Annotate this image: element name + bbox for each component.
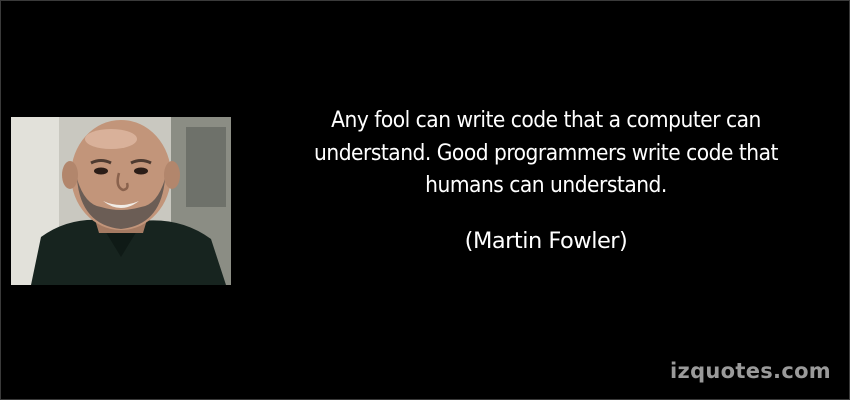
site-watermark: izquotes.com — [670, 359, 831, 383]
quote-line: Any fool can write code that a computer … — [331, 107, 761, 133]
quote-text: Any fool can write code that a computer … — [246, 104, 846, 202]
quote-line: understand. Good programmers write code … — [314, 139, 778, 166]
person-portrait-icon — [11, 117, 231, 285]
quote-line: humans can understand. — [425, 172, 667, 198]
author-portrait-image — [11, 117, 231, 285]
quote-author: (Martin Fowler) — [464, 227, 628, 254]
quote-block: Any fool can write code that a computer … — [246, 104, 846, 254]
